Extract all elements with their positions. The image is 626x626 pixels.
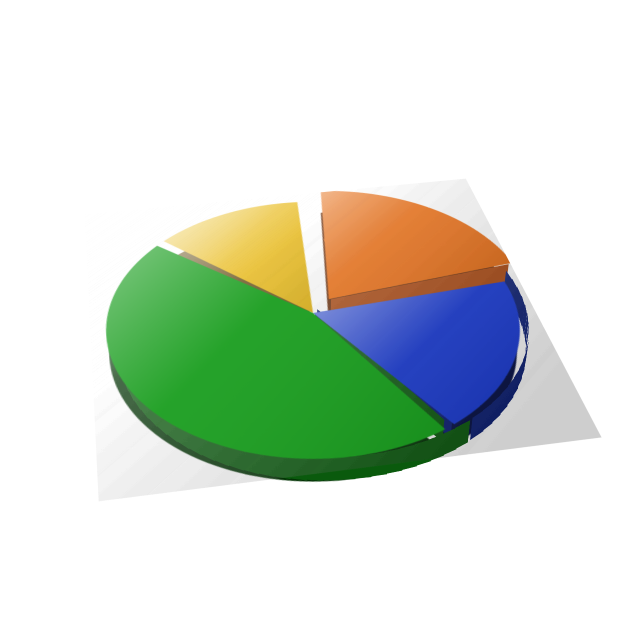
pie-wrapper bbox=[85, 179, 602, 502]
pie-slice-green bbox=[85, 179, 602, 502]
pie-chart-3d bbox=[0, 0, 626, 626]
